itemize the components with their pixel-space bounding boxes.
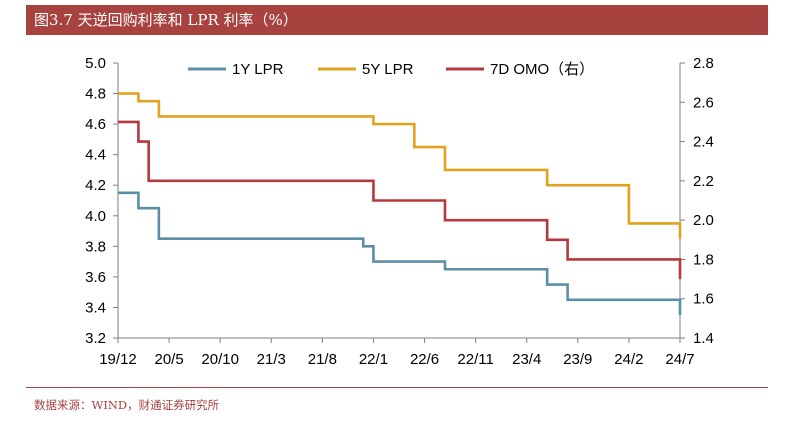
- y-left-tick-label: 4.8: [85, 86, 106, 103]
- y-right-tick-label: 2.0: [693, 212, 714, 229]
- y-right-tick-label: 1.4: [693, 330, 714, 347]
- y-left-tick-label: 4.4: [85, 147, 106, 164]
- x-tick-label: 20/5: [154, 351, 183, 368]
- y-left-tick-label: 3.8: [85, 238, 106, 255]
- source-divider: [26, 387, 768, 388]
- source-note: 数据来源：WIND，财通证券研究所: [34, 398, 220, 412]
- y-left-tick-label: 3.2: [85, 330, 106, 347]
- x-tick-label: 19/12: [99, 351, 137, 368]
- y-right-tick-label: 2.8: [693, 55, 714, 72]
- y-right-tick-label: 1.8: [693, 251, 714, 268]
- x-tick-label: 22/1: [359, 351, 388, 368]
- y-right-tick-label: 2.2: [693, 173, 714, 190]
- series-line-5y-lpr: [118, 92, 682, 239]
- legend-label-1y-lpr: 1Y LPR: [232, 61, 284, 78]
- x-tick-label: 22/6: [410, 351, 439, 368]
- x-tick-label: 24/2: [614, 351, 643, 368]
- x-tick-label: 21/8: [308, 351, 337, 368]
- chart-title: 图3.7 天逆回购利率和 LPR 利率（%）: [34, 11, 298, 29]
- x-tick-label: 22/11: [457, 351, 493, 368]
- x-tick-label: 20/10: [201, 351, 239, 368]
- y-right-tick-label: 1.6: [693, 291, 714, 308]
- series-line-7d-omo: [118, 120, 682, 280]
- title-bar: 图3.7 天逆回购利率和 LPR 利率（%）: [26, 5, 768, 35]
- series-layer: [118, 92, 682, 316]
- y-left-tick-label: 3.6: [85, 269, 106, 286]
- chart-axes: 3.2 3.4 3.6 3.8 4.0 4.2 4.4 4.6 4.8 5.0 1.4 1.6 1.8 2…: [85, 55, 714, 368]
- legend-label-5y-lpr: 5Y LPR: [362, 61, 414, 78]
- legend-label-7d-omo: 7D OMO（右）: [490, 61, 594, 78]
- y-left-tick-label: 4.2: [85, 177, 106, 194]
- y-left-tick-label: 3.4: [85, 299, 106, 316]
- series-line-1y-lpr: [118, 191, 682, 316]
- y-left-tick-label: 5.0: [85, 55, 106, 72]
- x-tick-label: 24/7: [665, 351, 694, 368]
- x-tick-label: 21/3: [257, 351, 286, 368]
- y-left-tick-label: 4.6: [85, 116, 106, 133]
- y-right-tick-label: 2.4: [693, 134, 714, 151]
- y-right-tick-label: 2.6: [693, 94, 714, 111]
- legend: 1Y LPR 5Y LPR 7D OMO（右）: [188, 61, 594, 78]
- x-tick-label: 23/9: [563, 351, 592, 368]
- x-tick-label: 23/4: [512, 351, 541, 368]
- y-left-tick-label: 4.0: [85, 208, 106, 225]
